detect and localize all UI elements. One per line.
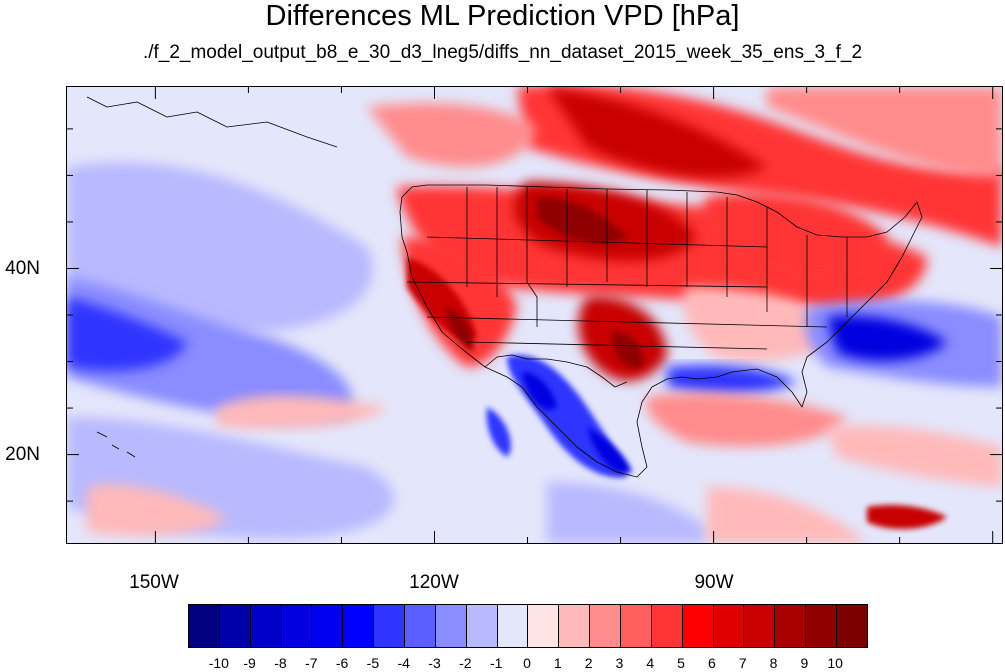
colorbar-swatch xyxy=(806,605,838,647)
colorbar-tick-label: 8 xyxy=(769,655,778,671)
pacific-blue-band xyxy=(67,162,373,333)
colorbar-tick-label: -5 xyxy=(366,655,380,671)
colorbar-tick-label: -4 xyxy=(397,655,410,671)
pacific-red-patch xyxy=(87,484,227,536)
mexico-deep-blue-south xyxy=(587,427,632,473)
colorbar-tick-label: 0 xyxy=(523,655,531,671)
lat-tick-label-20n: 20N xyxy=(5,444,40,465)
mexico-deep-blue-north xyxy=(522,372,557,410)
border-line xyxy=(406,281,768,288)
chart-subtitle: ./f_2_model_output_b8_e_30_d3_lneg5/diff… xyxy=(142,42,863,63)
caribbean-red xyxy=(646,393,847,447)
central-america-red xyxy=(707,487,867,543)
colorbar-swatch xyxy=(682,605,714,647)
gulf-blue xyxy=(667,365,797,394)
colorbar-tick-label: 4 xyxy=(646,655,655,671)
colorbar-swatch xyxy=(405,605,436,647)
caribbean-red-east xyxy=(827,425,1002,487)
arctic-red xyxy=(767,87,1002,177)
border-line xyxy=(426,236,768,248)
colorbar-swatch xyxy=(651,605,683,647)
northern-plains-darkest xyxy=(537,197,627,244)
alaska-red xyxy=(367,103,537,167)
lon-tick-label-90w: 90W xyxy=(694,572,734,593)
colorbar-tick-label: -7 xyxy=(305,655,318,671)
east-pacific-blue xyxy=(547,482,707,543)
colorbar-swatch xyxy=(497,605,529,647)
midwest-red xyxy=(703,193,887,277)
colorbar xyxy=(188,604,868,648)
vpd-difference-map xyxy=(67,87,1002,543)
southwest-darkest xyxy=(447,307,474,352)
atlantic-blue-core xyxy=(827,315,947,361)
colorbar-swatch xyxy=(837,605,867,647)
colorbar-swatch xyxy=(281,605,313,647)
colorbar-swatch xyxy=(559,605,591,647)
border-line xyxy=(401,201,923,478)
colorbar-tick-label: 2 xyxy=(584,655,593,671)
colorbar-swatch xyxy=(621,605,652,647)
colorbar-swatch xyxy=(374,605,406,647)
lon-tick-label-120w: 120W xyxy=(409,572,459,593)
border-line xyxy=(466,341,768,350)
colorbar-swatch xyxy=(219,605,251,647)
lat-tick-label-40n: 40N xyxy=(5,258,40,279)
political-borders xyxy=(86,96,923,478)
colorbar-tick-label: 6 xyxy=(708,655,716,671)
border-line xyxy=(426,316,828,328)
chart-title: Differences ML Prediction VPD [hPa] xyxy=(265,0,740,32)
pacific-blue-core xyxy=(67,297,187,371)
colorbar-tick-label: -2 xyxy=(459,655,472,671)
canada-red-core xyxy=(547,87,767,178)
pacific-blue-band xyxy=(67,277,353,420)
colorbar-swatch xyxy=(435,605,467,647)
colorbar-tick-label: -1 xyxy=(489,655,503,671)
colorbar-swatch xyxy=(189,605,220,647)
texas-darkest xyxy=(612,332,643,368)
colorbar-tick-label: -3 xyxy=(428,655,441,671)
border-line xyxy=(484,354,628,388)
colorbar-swatch xyxy=(250,605,282,647)
border-line xyxy=(399,184,428,238)
colorbar-tick-label: 9 xyxy=(800,655,809,671)
colorbar-tick-label: -9 xyxy=(243,655,256,671)
colorbar-tick-label: 1 xyxy=(553,655,562,671)
baja-blue xyxy=(486,407,511,457)
colorbar-tick-label: 5 xyxy=(677,655,685,671)
colorbar-swatch xyxy=(744,605,776,647)
colorbar-swatch xyxy=(343,605,375,647)
colorbar-tick-label: 10 xyxy=(827,655,843,671)
southeast-light-red xyxy=(683,287,847,361)
colorbar-tick-label: -10 xyxy=(208,655,229,671)
colorbar-tick-label: 3 xyxy=(615,655,624,671)
colorbar-swatch xyxy=(466,605,498,647)
colorbar-tick-label: -8 xyxy=(274,655,287,671)
vpd-field xyxy=(67,87,1002,543)
lon-tick-label-150w: 150W xyxy=(129,572,179,593)
border-line xyxy=(96,431,136,458)
south-red-spot xyxy=(867,505,947,529)
colorbar-swatch xyxy=(713,605,745,647)
colorbar-swatch xyxy=(590,605,622,647)
colorbar-swatch xyxy=(775,605,807,647)
colorbar-tick-label: -6 xyxy=(335,655,349,671)
border-line xyxy=(86,96,338,148)
pacific-red-streak xyxy=(217,395,387,429)
colorbar-swatch xyxy=(528,605,560,647)
border-line xyxy=(526,187,538,327)
map-panel xyxy=(67,87,1002,543)
colorbar-swatch xyxy=(312,605,344,647)
colorbar-tick-label: 7 xyxy=(738,655,747,671)
